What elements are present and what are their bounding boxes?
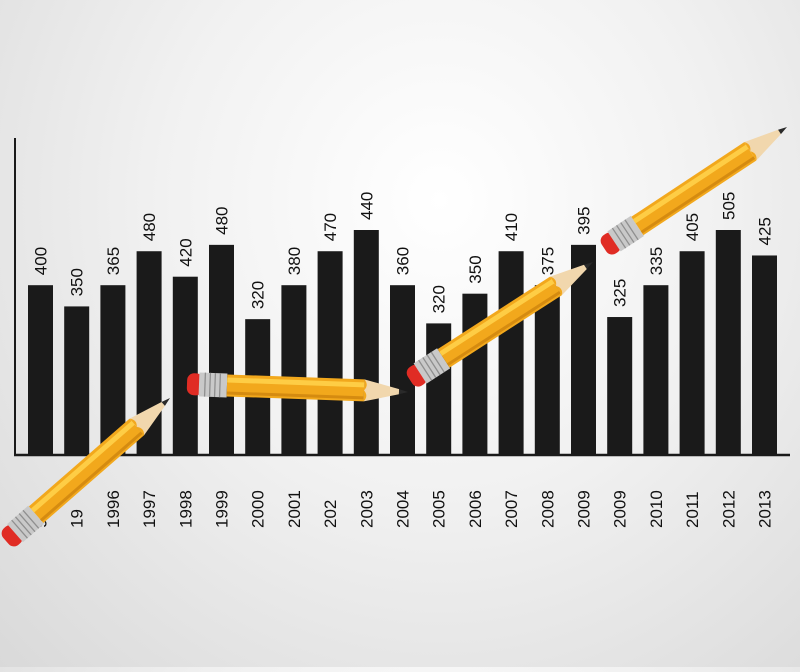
category-label: 2013 [756,490,775,528]
category-label: 1997 [140,490,159,528]
value-label: 335 [647,247,666,275]
value-label: 350 [466,255,485,283]
bar [715,230,741,455]
bar [353,230,379,455]
pencil-icon [1,398,170,547]
category-label: 2007 [502,490,521,528]
pencil-icon [406,262,593,387]
bar [317,251,343,455]
value-label: 400 [32,247,51,275]
category-label: 2006 [466,490,485,528]
bar [643,285,669,455]
value-label: 325 [611,279,630,307]
category-labels-group: 9419199619971998199920002001202200320042… [32,490,775,528]
value-label: 320 [249,281,268,309]
bar [534,285,560,455]
category-label: 2008 [538,490,557,528]
pencils-group [1,127,787,547]
value-labels-group: 400 350 365 480 420 480 320 380 470 440 360 320 350 4… [32,192,775,314]
bar [281,285,307,455]
bar [607,317,633,455]
bar [172,276,198,455]
value-label: 480 [140,213,159,241]
bar [28,285,53,455]
category-label: 1999 [213,490,232,528]
value-label: 375 [538,247,557,275]
value-label: 410 [502,213,521,241]
value-label: 395 [575,206,594,234]
category-label: 1998 [176,490,195,528]
category-label: 1996 [104,490,123,528]
category-label: 202 [321,500,340,528]
value-label: 425 [756,217,775,245]
value-label: 505 [719,192,738,220]
bar [209,244,234,455]
pencil-icon [600,127,787,255]
bar [752,255,777,455]
bar [64,306,90,455]
value-label: 440 [357,192,376,220]
category-label: 2012 [719,490,738,528]
pencil-icon [186,372,409,402]
category-label: 2009 [611,490,630,528]
value-label: 470 [321,213,340,241]
category-label: 19 [68,509,87,528]
category-label: 2010 [647,490,666,528]
value-label: 405 [683,213,702,241]
category-label: 2009 [575,490,594,528]
category-label: 2004 [394,490,413,528]
value-label: 380 [285,247,304,275]
value-label: 350 [68,268,87,296]
category-label: 2000 [249,490,268,528]
value-label: 360 [394,247,413,275]
bar [679,251,705,455]
value-label: 365 [104,247,123,275]
category-label: 2011 [683,491,702,528]
category-label: 2001 [285,490,304,528]
value-label: 320 [430,285,449,313]
value-label: 480 [213,206,232,234]
axes-group [14,138,790,457]
bar [462,293,488,455]
bar [498,251,524,455]
category-label: 2003 [357,490,376,528]
bars-group [28,230,777,455]
category-label: 2005 [430,490,449,528]
value-label: 420 [176,238,195,266]
